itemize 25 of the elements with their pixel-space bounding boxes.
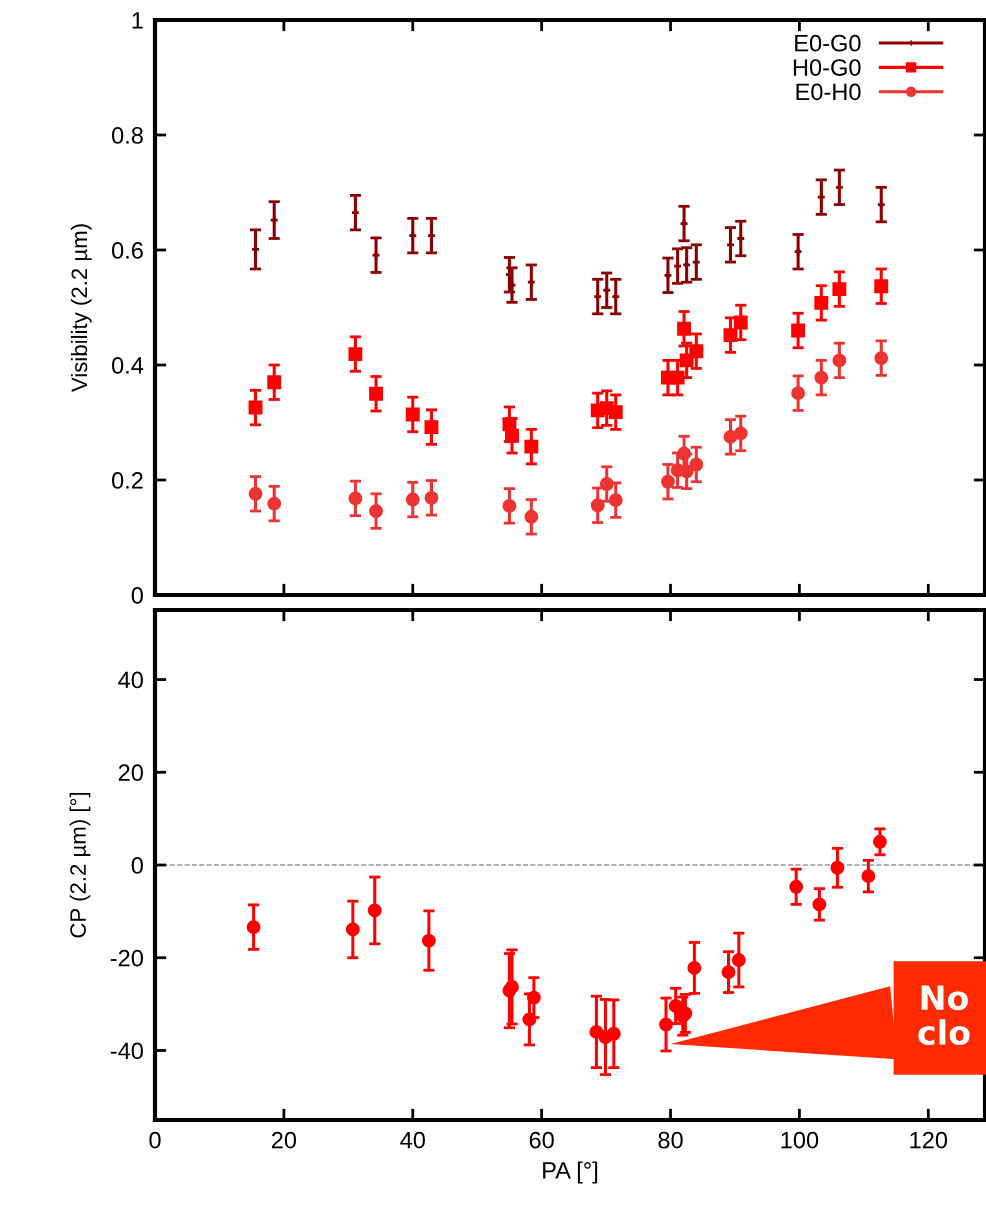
x-axis-title: PA [°] [543, 1161, 598, 1184]
y-tick-label: -20 [110, 949, 143, 967]
x-tick-label: 100 [781, 1131, 819, 1149]
y-axis-title: CP (2.2 µm) [°] [69, 792, 91, 938]
y-tick-label: 0.8 [111, 127, 143, 144]
legend-label: E0-G0 [795, 34, 861, 52]
x-tick-label: 120 [910, 1131, 948, 1149]
y-tick-label: 40 [118, 671, 143, 689]
y-tick-label: 0 [131, 857, 143, 874]
legend-label: E0-H0 [796, 83, 861, 101]
y-tick-label: 20 [118, 764, 143, 782]
annotation: No clo [918, 985, 970, 1046]
y-tick-label: 0.4 [111, 357, 144, 374]
y-tick-label: 0 [131, 587, 143, 604]
y-tick-label: 0.2 [111, 472, 143, 489]
x-tick-label: 60 [529, 1131, 554, 1149]
x-tick-label: 80 [658, 1131, 683, 1149]
x-tick-label: 0 [149, 1131, 161, 1149]
y-tick-label: -40 [110, 1042, 143, 1060]
legend-label: H0-G0 [793, 59, 861, 76]
x-tick-label: 40 [400, 1131, 425, 1149]
y-tick-label: 1 [132, 12, 143, 29]
x-tick-label: 20 [271, 1131, 297, 1149]
y-tick-label: 0.6 [111, 242, 143, 259]
y-axis-title: Visibility (2.2 µm) [70, 224, 92, 393]
